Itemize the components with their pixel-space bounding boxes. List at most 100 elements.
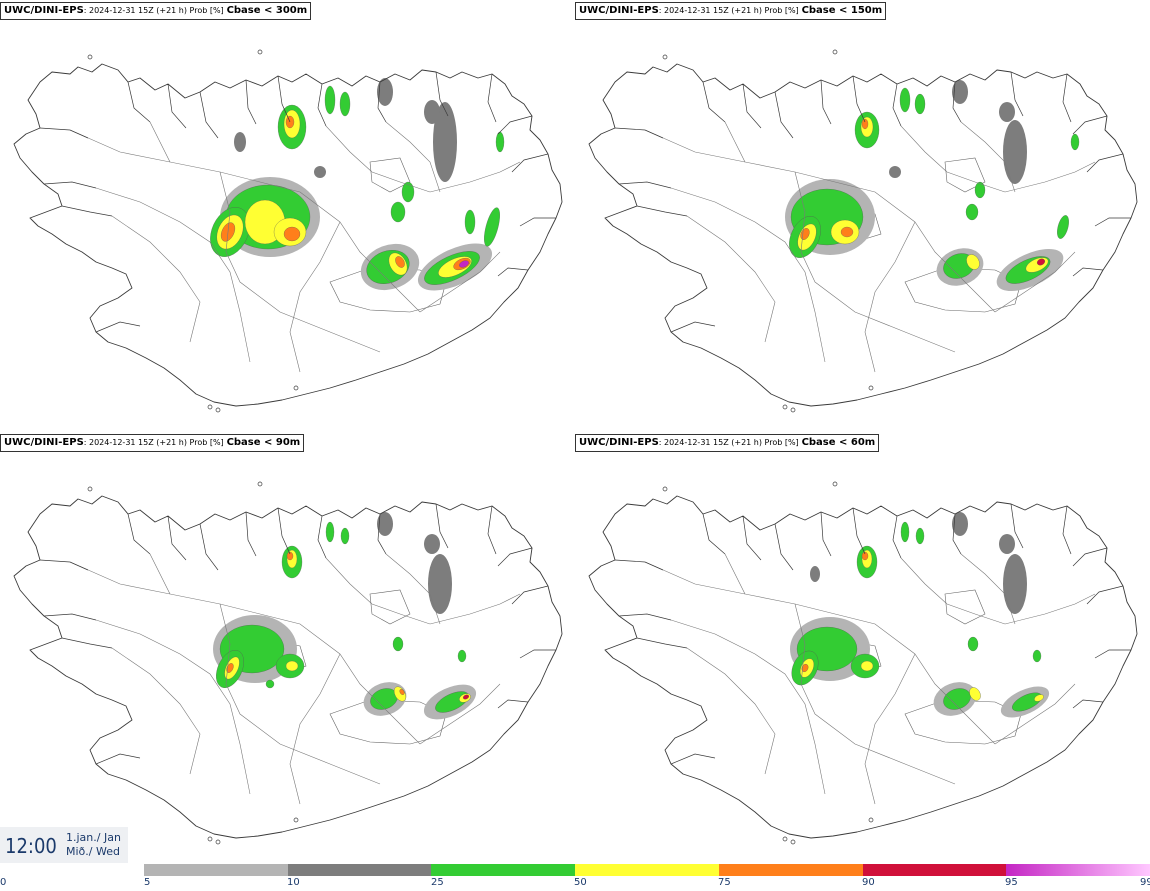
colorbar-segment <box>287 864 432 876</box>
probability-area <box>1070 133 1080 151</box>
region-border <box>111 647 201 775</box>
region-border <box>385 553 441 625</box>
iceland-map <box>588 481 1138 845</box>
fjord-line <box>1062 505 1072 555</box>
fjord-line <box>670 753 716 765</box>
probability-area <box>377 78 393 106</box>
fjord-line <box>487 505 497 555</box>
probability-area <box>424 534 440 554</box>
probability-area <box>314 166 326 178</box>
fjord-line <box>511 585 549 605</box>
probability-area <box>952 80 968 104</box>
valid-time: 12:00 <box>5 834 57 858</box>
probability-area <box>265 679 275 689</box>
region-border <box>900 557 1006 625</box>
fjord-line <box>377 81 387 123</box>
fjord-line <box>852 507 866 555</box>
colorbar-segment <box>144 864 288 876</box>
fjord-line <box>636 637 688 649</box>
region-border <box>864 221 916 373</box>
map-panel-cbase-60: UWC/DINI-EPS: 2024-12-31 15Z (+21 h) Pro… <box>575 432 1150 862</box>
probability-area <box>395 256 405 268</box>
island <box>257 49 263 55</box>
fjord-line <box>61 637 113 649</box>
region-border <box>670 619 826 795</box>
region-border <box>644 561 836 615</box>
region-border <box>834 613 996 745</box>
region-border <box>219 603 381 785</box>
probability-area <box>495 131 505 153</box>
iceland-map <box>588 49 1138 413</box>
island <box>207 836 213 842</box>
colorbar-segment <box>862 864 1007 876</box>
glacier-outline <box>944 589 986 625</box>
colorbar <box>144 864 1150 876</box>
region-border <box>994 251 1076 313</box>
date-line-1: 1.jan./ Jan <box>66 831 121 844</box>
probability-area <box>390 201 406 223</box>
region-border <box>325 557 431 625</box>
fjord-line <box>1062 73 1072 123</box>
fjord-line <box>519 649 556 659</box>
island <box>293 817 299 823</box>
fjord-line <box>1010 71 1024 117</box>
probability-area <box>285 660 299 672</box>
island <box>790 407 796 413</box>
region-border <box>69 561 261 615</box>
map-layer <box>588 481 1138 845</box>
fjord-line <box>127 81 151 123</box>
island <box>293 385 299 391</box>
fjord-line <box>497 267 529 277</box>
fjord-line <box>702 81 726 123</box>
fjord-line <box>245 511 257 557</box>
region-border <box>429 593 521 625</box>
fjord-line <box>614 127 664 139</box>
region-border <box>289 653 341 805</box>
date-line-2: Mið./ Wed <box>66 845 120 858</box>
fjord-line <box>820 511 832 557</box>
region-border <box>794 171 956 353</box>
region-border <box>385 121 441 193</box>
region-border <box>259 613 421 745</box>
map-panel-cbase-300: UWC/DINI-EPS: 2024-12-31 15Z (+21 h) Pro… <box>0 0 575 430</box>
fjord-line <box>317 83 327 127</box>
probability-area <box>459 260 469 268</box>
region-border <box>670 187 826 363</box>
colorbar-tick-label: 5 <box>144 877 151 888</box>
fjord-line <box>95 753 141 765</box>
probability-area <box>392 636 404 652</box>
region-border <box>325 125 431 193</box>
fjord-line <box>1072 699 1104 709</box>
fjord-line <box>39 127 89 139</box>
fjord-line <box>245 79 257 125</box>
valid-time-box: 12:00 1.jan./ Jan Mið./ Wed <box>0 827 128 863</box>
fjord-line <box>774 91 794 139</box>
colorbar-tick-label: 50 <box>574 877 587 888</box>
fjord-line <box>487 73 497 123</box>
panel-title: UWC/DINI-EPS: 2024-12-31 15Z (+21 h) Pro… <box>0 434 305 452</box>
probability-area <box>464 209 476 235</box>
map-layer <box>13 49 563 413</box>
probability-area <box>457 649 467 663</box>
glacier-outline <box>369 589 411 625</box>
region-border <box>69 129 261 183</box>
fjord-line <box>952 81 962 123</box>
island <box>207 404 213 410</box>
probability-area <box>965 203 979 221</box>
probability-area <box>484 207 500 247</box>
fjord-line <box>127 513 151 555</box>
region-border <box>95 619 251 795</box>
fjord-line <box>497 699 529 709</box>
fjord-line <box>742 83 762 129</box>
probability-area <box>1003 554 1027 614</box>
fjord-line <box>852 75 866 123</box>
region-border <box>429 161 521 193</box>
probability-area <box>974 181 986 199</box>
probability-area <box>966 254 980 270</box>
glacier-outline <box>369 157 411 193</box>
probability-area <box>463 694 469 700</box>
region-border <box>149 553 171 595</box>
fjord-line <box>618 181 672 189</box>
region-border <box>686 215 776 343</box>
region-border <box>900 125 1006 193</box>
